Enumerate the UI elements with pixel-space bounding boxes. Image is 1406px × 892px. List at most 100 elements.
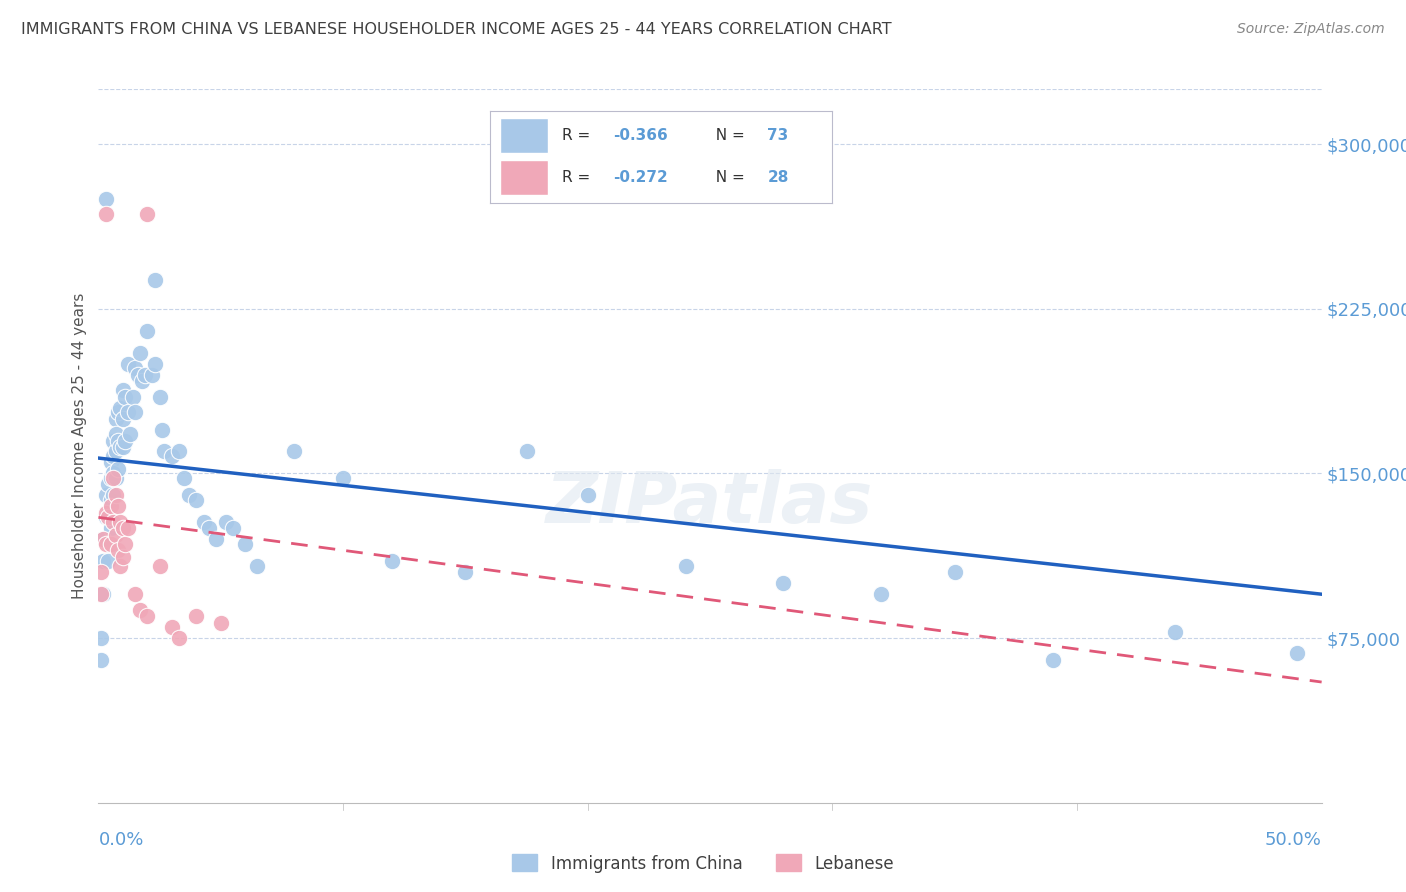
Point [100,500,122,514]
Point [177,488,200,502]
Point [117,405,139,419]
Point [107,500,129,514]
Point [101,449,124,463]
Point [100,492,122,507]
Point [222,521,245,535]
Point [136,609,159,624]
Point [94,510,117,524]
Point [101,434,124,448]
Point [94,192,117,206]
Point [124,405,146,419]
Point [124,587,146,601]
Point [111,383,134,397]
Point [283,444,305,458]
Point [943,566,966,580]
Point [110,440,132,454]
Point [127,368,149,382]
Point [136,207,159,221]
Point [101,515,124,529]
Point [121,390,143,404]
Point [97,477,120,491]
Point [90,587,112,601]
Point [143,357,166,371]
Point [197,521,219,535]
Point [101,467,124,481]
Point [110,558,132,573]
Point [90,653,112,667]
Text: IMMIGRANTS FROM CHINA VS LEBANESE HOUSEHOLDER INCOME AGES 25 - 44 YEARS CORRELAT: IMMIGRANTS FROM CHINA VS LEBANESE HOUSEH… [21,22,891,37]
Point [104,426,127,441]
Point [141,368,163,382]
Point [94,488,117,502]
Point [186,492,208,507]
Point [129,602,152,616]
Point [1286,647,1309,661]
Point [233,537,256,551]
Point [104,471,127,485]
Point [94,506,117,520]
Point [153,444,176,458]
Point [110,401,132,415]
Point [104,444,127,458]
Point [107,462,129,476]
Point [101,471,124,485]
Y-axis label: Householder Income Ages 25 - 44 years: Householder Income Ages 25 - 44 years [72,293,87,599]
Point [129,345,152,359]
Text: Source: ZipAtlas.com: Source: ZipAtlas.com [1237,22,1385,37]
Point [1164,624,1187,639]
Point [97,510,120,524]
Text: 50.0%: 50.0% [1265,831,1322,849]
Point [870,587,893,601]
Point [111,521,134,535]
Point [173,471,195,485]
Point [90,566,112,580]
Point [114,390,136,404]
Point [246,558,269,573]
Point [193,515,215,529]
Point [186,609,208,624]
Point [124,361,146,376]
Point [214,515,236,529]
Point [111,440,134,454]
Point [100,521,122,535]
Point [91,533,114,547]
Point [160,449,183,463]
Point [675,558,697,573]
Text: 0.0%: 0.0% [98,831,143,849]
Point [107,434,129,448]
Point [104,528,127,542]
Text: ZIPatlas: ZIPatlas [547,468,873,538]
Point [149,390,172,404]
Point [97,554,120,568]
Point [149,558,172,573]
Point [100,455,122,469]
Point [1042,653,1064,667]
Point [107,543,129,558]
Point [104,488,127,502]
Point [120,426,142,441]
Point [110,515,132,529]
Point [381,554,404,568]
Point [111,411,134,425]
Point [114,434,136,448]
Point [101,488,124,502]
Point [454,566,477,580]
Legend: Immigrants from China, Lebanese: Immigrants from China, Lebanese [506,847,900,880]
Point [94,207,117,221]
Point [94,537,117,551]
Point [134,368,156,382]
Point [117,357,139,371]
Point [91,533,114,547]
Point [97,510,120,524]
Point [91,554,114,568]
Point [205,533,228,547]
Point [107,405,129,419]
Point [90,631,112,645]
Point [114,537,136,551]
Point [576,488,599,502]
Point [515,444,537,458]
Point [104,411,127,425]
Point [160,620,183,634]
Point [167,444,190,458]
Point [209,615,232,630]
